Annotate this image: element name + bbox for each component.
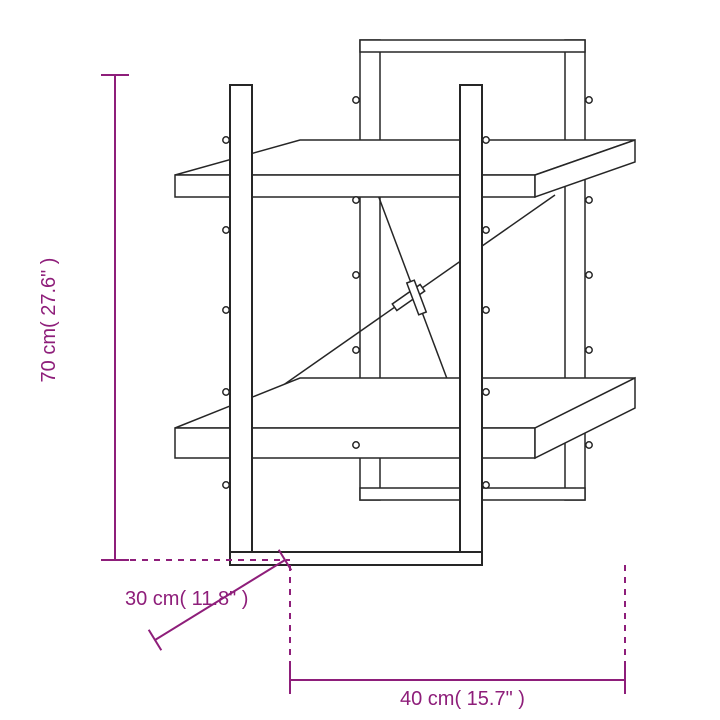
dim-depth-label: 30 cm( 11.8" ) (125, 588, 248, 610)
dimensioned-shelf-diagram: 70 cm( 27.6" ) 40 cm( 15.7" ) 30 cm( 11.8"… (0, 0, 720, 720)
shelf-object (175, 40, 635, 565)
dim-height-label: 70 cm( 27.6" ) (38, 258, 60, 383)
dim-width-label: 40 cm( 15.7" ) (400, 688, 525, 710)
